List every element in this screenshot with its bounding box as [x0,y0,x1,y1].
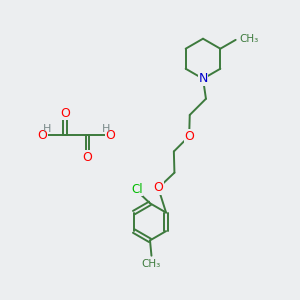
Text: CH₃: CH₃ [142,259,161,269]
Text: H: H [43,124,51,134]
Text: H: H [102,124,110,134]
Text: Cl: Cl [131,183,142,196]
Text: CH₃: CH₃ [239,34,258,44]
Text: N: N [198,72,208,85]
Text: O: O [60,107,70,120]
Text: O: O [82,151,92,164]
Text: O: O [106,129,116,142]
Text: O: O [184,130,194,143]
Text: O: O [153,182,163,194]
Text: O: O [37,129,47,142]
